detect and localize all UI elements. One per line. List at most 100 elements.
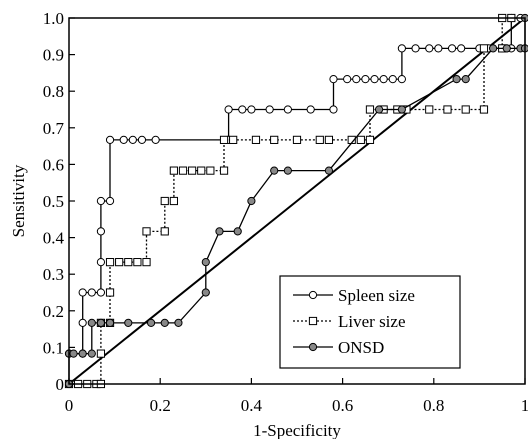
series-line-liver [69, 17, 512, 385]
data-point-spleen [457, 44, 466, 53]
data-point-liver [160, 227, 169, 236]
data-point-spleen [137, 135, 147, 144]
legend-label-spleen: Spleen size [338, 286, 415, 305]
data-point-onsd [201, 258, 210, 267]
y-tick-label: 0.4 [43, 229, 65, 248]
data-point-liver [315, 135, 324, 144]
data-point-liver [479, 44, 489, 53]
legend: Spleen size Liver size ONSD [279, 275, 461, 369]
data-point-onsd [488, 44, 498, 53]
data-point-liver [219, 135, 229, 144]
data-point-onsd [87, 349, 96, 358]
data-point-spleen [96, 258, 106, 267]
tick-layer: 0 0.2 0.4 0.6 0.8 1 0 0.1 0.2 0.3 0.4 0.5 0.6 0.7 0.8 0… [43, 9, 528, 415]
y-axis-title: Sensitivity [9, 164, 28, 237]
data-point-liver [356, 135, 365, 144]
data-point-liver [105, 258, 115, 267]
data-point-liver [324, 135, 334, 144]
data-point-spleen [397, 44, 406, 53]
data-point-onsd [87, 318, 96, 327]
y-tick-label: 0.9 [43, 46, 64, 65]
data-point-onsd [502, 44, 511, 53]
data-point-spleen [425, 44, 434, 53]
data-point-onsd [247, 196, 256, 206]
y-tick-label: 0.5 [43, 192, 64, 211]
x-tick-label: 0.2 [150, 396, 171, 415]
y-tick-label: 1.0 [43, 9, 64, 28]
legend-marker-onsd [308, 342, 318, 352]
data-point-onsd [124, 318, 133, 327]
data-point-liver [219, 166, 229, 175]
data-point-liver [142, 227, 151, 236]
data-point-spleen [411, 44, 420, 53]
x-tick-label: 0.8 [423, 396, 444, 415]
data-point-spleen [119, 135, 128, 144]
data-point-liver [169, 196, 178, 206]
data-point-liver [461, 105, 470, 114]
data-point-liver [443, 105, 452, 114]
data-point-liver [365, 135, 375, 144]
data-point-spleen [87, 288, 96, 297]
data-point-spleen [329, 105, 338, 114]
data-point-liver [229, 135, 238, 144]
data-point-spleen [96, 227, 106, 236]
x-tick-label: 1 [521, 396, 528, 415]
data-point-liver [270, 135, 279, 144]
data-point-spleen [105, 135, 115, 144]
data-point-spleen [96, 288, 106, 297]
data-point-liver [197, 166, 206, 175]
data-point-spleen [434, 44, 443, 53]
data-point-spleen [224, 105, 233, 114]
data-point-spleen [447, 44, 457, 53]
data-point-liver [160, 196, 169, 206]
data-point-spleen [78, 288, 87, 297]
data-point-onsd [461, 75, 470, 84]
x-tick-label: 0 [65, 396, 74, 415]
data-point-liver [96, 349, 106, 358]
data-point-spleen [128, 135, 137, 144]
data-point-spleen [238, 105, 247, 114]
data-point-onsd [146, 318, 156, 327]
data-point-onsd [96, 318, 106, 327]
y-tick-label: 0.6 [43, 155, 64, 174]
data-point-spleen [247, 105, 256, 114]
data-point-spleen [379, 75, 388, 84]
data-point-spleen [397, 75, 406, 84]
data-point-spleen [283, 105, 292, 114]
data-point-liver [105, 288, 115, 297]
x-tick-label: 0.6 [332, 396, 353, 415]
data-point-liver [251, 135, 261, 144]
data-point-spleen [329, 75, 338, 84]
data-point-onsd [78, 349, 87, 358]
y-tick-label: 0 [56, 375, 65, 394]
data-point-spleen [78, 318, 87, 327]
data-point-liver [133, 258, 142, 267]
y-tick-label: 0.1 [43, 338, 64, 357]
data-point-spleen [388, 75, 397, 84]
data-point-spleen [306, 105, 315, 114]
data-point-onsd [105, 318, 115, 327]
data-point-spleen [151, 135, 160, 144]
data-point-liver [169, 166, 178, 175]
series-onsd [64, 13, 528, 389]
data-point-onsd [283, 166, 292, 175]
data-point-onsd [201, 288, 210, 297]
data-point-onsd [233, 227, 242, 236]
data-point-onsd [397, 105, 406, 114]
data-point-onsd [215, 227, 224, 236]
data-point-liver [292, 135, 302, 144]
x-axis-title: 1-Specificity [253, 421, 341, 439]
data-point-onsd [452, 75, 461, 84]
data-point-spleen [352, 75, 361, 84]
legend-marker-spleen [308, 290, 318, 300]
data-point-liver [206, 166, 215, 175]
data-point-onsd [174, 318, 183, 327]
data-point-onsd [324, 166, 334, 175]
y-tick-label: 0.3 [43, 265, 64, 284]
x-tick-label: 0.4 [241, 396, 263, 415]
legend-label-liver: Liver size [338, 312, 406, 331]
data-point-onsd [270, 166, 279, 175]
data-point-onsd [374, 105, 384, 114]
data-point-spleen [265, 105, 274, 114]
